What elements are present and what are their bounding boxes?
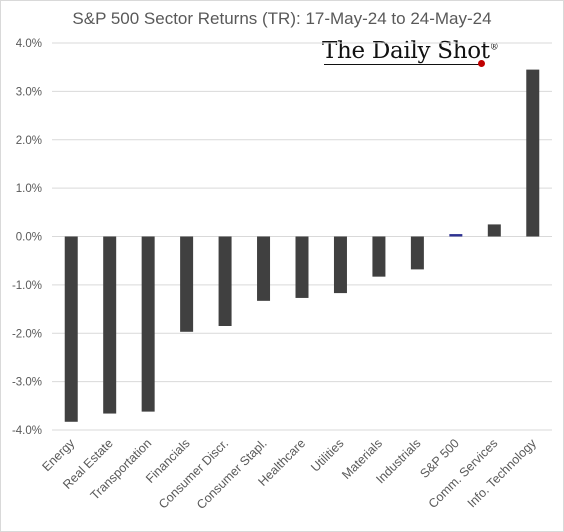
bar xyxy=(410,236,424,270)
bar xyxy=(487,224,501,237)
brand-text: The Daily Shot xyxy=(322,38,490,64)
brand-red-dot xyxy=(478,60,485,67)
bar xyxy=(372,236,386,277)
y-tick-label: 4.0% xyxy=(16,38,42,50)
x-tick-label: Consumer Stapl. xyxy=(194,436,270,512)
bar xyxy=(333,236,347,294)
bar xyxy=(64,236,78,422)
brand-underline xyxy=(324,64,480,65)
bar xyxy=(449,234,463,237)
y-tick-label: -3.0% xyxy=(12,377,42,389)
y-tick-label: -4.0% xyxy=(12,425,42,437)
bar xyxy=(257,236,271,301)
chart-title: S&P 500 Sector Returns (TR): 17-May-24 t… xyxy=(72,9,492,28)
bar xyxy=(141,236,155,412)
y-tick-label: 1.0% xyxy=(16,183,42,195)
x-tick-label: Info. Technology xyxy=(465,436,540,511)
y-tick-label: 0.0% xyxy=(16,232,42,244)
y-tick-label: 2.0% xyxy=(16,135,42,147)
bar xyxy=(526,69,540,237)
brand-logo: The Daily Shot® xyxy=(322,38,499,64)
x-tick-label: Utilities xyxy=(308,436,346,474)
y-tick-label: -1.0% xyxy=(12,280,42,292)
bar xyxy=(295,236,309,298)
x-tick-label: Comm. Services xyxy=(426,436,501,511)
x-tick-label: Energy xyxy=(39,436,77,474)
bar xyxy=(218,236,232,326)
x-tick-label: Consumer Discr. xyxy=(156,436,231,511)
y-tick-label: -2.0% xyxy=(12,328,42,340)
bar xyxy=(103,236,117,414)
bar xyxy=(180,236,194,332)
registered-mark: ® xyxy=(489,42,499,53)
y-tick-label: 3.0% xyxy=(16,86,42,98)
